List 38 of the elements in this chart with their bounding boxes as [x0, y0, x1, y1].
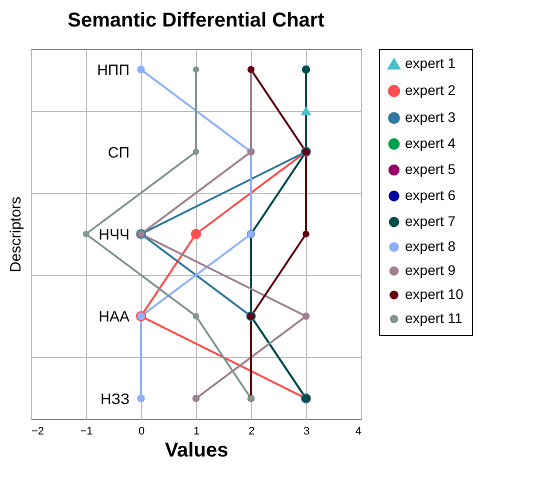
x-tick-label: 2: [248, 426, 255, 438]
x-tick-label: −2: [32, 426, 44, 438]
legend-label: expert 4: [405, 135, 456, 151]
point: [137, 66, 145, 74]
legend-label: expert 10: [405, 286, 464, 302]
point: [192, 66, 200, 73]
chart-title: Semantic Differential Chart: [68, 10, 325, 32]
point: [137, 394, 145, 402]
point: [302, 230, 310, 238]
x-tick-label: 1: [193, 426, 200, 438]
legend-label: expert 6: [405, 187, 456, 203]
x-tick-label: −1: [80, 426, 93, 438]
point: [82, 230, 90, 238]
x-tick-label: 3: [303, 426, 310, 438]
y-tick-label: НЗЗ: [100, 390, 130, 408]
point: [302, 65, 310, 74]
legend-label: expert 1: [405, 55, 456, 71]
y-tick-label: НЧЧ: [98, 226, 130, 244]
x-tick-label: 4: [355, 426, 362, 438]
point: [192, 313, 200, 320]
y-tick-label: СП: [108, 144, 130, 162]
x-tick-label: 0: [138, 426, 145, 438]
x-axis-title: Values: [164, 440, 228, 462]
legend-label: expert 11: [405, 310, 463, 326]
y-axis-title: Descriptors: [8, 196, 24, 272]
legend-label: expert 5: [405, 161, 456, 177]
point: [300, 106, 312, 116]
legend-label: expert 7: [405, 213, 456, 229]
legend-label: expert 9: [405, 262, 456, 278]
point: [302, 312, 310, 320]
legend-label: expert 3: [405, 109, 456, 125]
legend-label: expert 8: [405, 238, 456, 254]
point: [192, 394, 200, 402]
legend-label: expert 2: [405, 82, 456, 98]
point: [190, 228, 202, 240]
y-tick-label: НПП: [97, 62, 130, 80]
y-tick-label: НАА: [98, 308, 130, 326]
point: [192, 148, 200, 155]
